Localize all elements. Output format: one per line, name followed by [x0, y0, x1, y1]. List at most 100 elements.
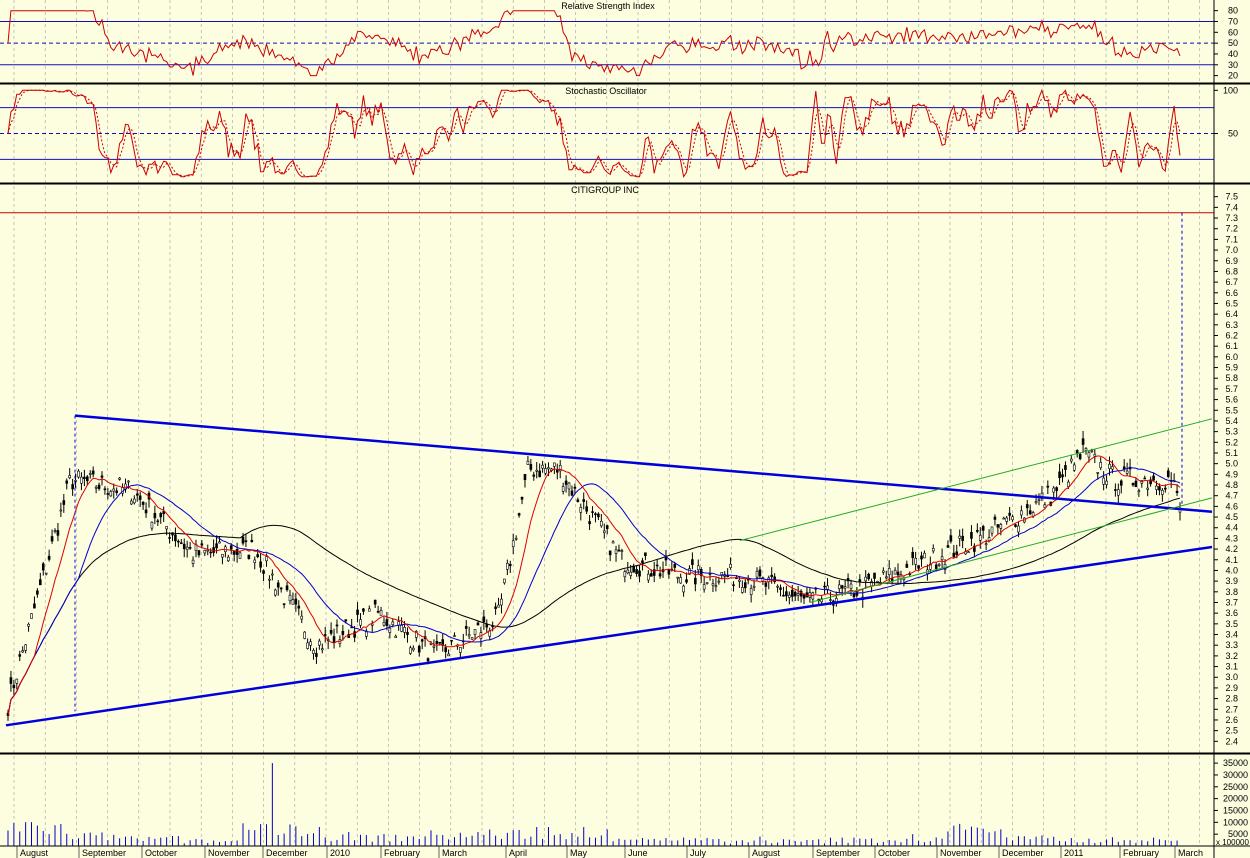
x-axis-months: August September October November December 20…	[16, 846, 1203, 858]
volume-tick-label: 10000	[1223, 817, 1248, 827]
candle-body	[867, 573, 870, 580]
candle-body	[914, 557, 917, 565]
candle-body	[133, 498, 136, 504]
candle-body	[1078, 453, 1082, 460]
candle-body	[647, 573, 650, 581]
candle-body	[796, 593, 800, 596]
price-tick-label: 5.8	[1225, 373, 1238, 383]
candle-body	[400, 625, 403, 632]
candle-body	[597, 513, 600, 518]
candle-body	[544, 468, 547, 474]
candle-body	[276, 582, 280, 588]
candle-body	[341, 630, 345, 636]
candle-body	[526, 460, 530, 465]
candle-body	[182, 543, 186, 550]
price-panel: CITIGROUP INC 7.57.47.37.27.17.06.96.86.…	[0, 185, 1238, 746]
candle-body	[547, 467, 550, 470]
candle-body	[691, 559, 694, 565]
candle-body	[614, 549, 618, 554]
candle-body	[553, 462, 556, 467]
candle-body	[1158, 486, 1161, 491]
candle-body	[726, 575, 729, 578]
candle-body	[144, 509, 148, 514]
candle-body	[294, 598, 298, 605]
month-label: September	[82, 848, 126, 858]
candle-body	[567, 482, 571, 490]
candle-body	[141, 501, 145, 505]
candle-body	[106, 493, 110, 495]
candle-body	[268, 578, 271, 581]
candle-body	[620, 550, 624, 552]
candle-body	[1058, 471, 1061, 479]
candle-body	[1164, 487, 1167, 490]
candle-body	[1025, 504, 1029, 509]
rsi-tick-label: 20	[1228, 71, 1238, 81]
candle-body	[611, 541, 615, 544]
candle-body	[435, 641, 439, 644]
candle-body	[444, 647, 447, 653]
candle-body	[758, 569, 762, 577]
candle-body	[764, 582, 768, 587]
candle-body	[80, 476, 83, 484]
candle-body	[849, 583, 853, 589]
candle-body	[94, 486, 98, 489]
candle-body	[417, 645, 421, 653]
candle-body	[165, 526, 168, 530]
price-tick-label: 6.2	[1225, 331, 1238, 341]
volume-tick-label: 15000	[1223, 805, 1248, 815]
candle-body	[356, 609, 359, 615]
price-tick-label: 5.0	[1225, 459, 1238, 469]
resistance-trendline	[74, 414, 1213, 513]
price-tick-label: 6.1	[1225, 341, 1238, 351]
price-tick-label: 3.3	[1225, 640, 1238, 650]
candle-body	[976, 530, 979, 532]
candle-body	[391, 621, 395, 626]
candle-body	[191, 559, 195, 564]
candle-body	[773, 576, 776, 582]
month-label: February	[384, 848, 421, 858]
price-tick-label: 3.1	[1225, 662, 1238, 672]
candle-body	[905, 563, 909, 568]
candle-body	[174, 534, 177, 542]
candle-body	[241, 536, 245, 544]
candle-body	[441, 639, 445, 646]
candle-body	[335, 624, 339, 627]
candle-body	[1146, 487, 1149, 490]
candle-body	[62, 500, 66, 505]
candle-body	[952, 552, 956, 558]
candle-body	[729, 563, 732, 568]
price-tick-label: 6.5	[1225, 298, 1238, 308]
month-label: July	[690, 848, 707, 858]
candle-body	[438, 641, 442, 644]
candle-body	[244, 540, 248, 542]
price-tick-label: 7.0	[1225, 245, 1238, 255]
candle-body	[432, 645, 436, 648]
candle-body	[138, 495, 142, 500]
price-tick-label: 6.4	[1225, 309, 1238, 319]
candle-body	[1052, 487, 1055, 493]
candle-body	[265, 556, 268, 562]
candle-body	[508, 563, 512, 567]
price-tick-label: 4.9	[1225, 469, 1238, 479]
candle-body	[77, 470, 80, 478]
candle-body	[385, 619, 389, 626]
candle-body	[306, 642, 309, 649]
candle-body	[529, 464, 533, 470]
candle-body	[459, 647, 462, 653]
candle-body	[1117, 489, 1120, 496]
candle-body	[494, 606, 497, 609]
candle-body	[743, 582, 747, 589]
candle-body	[109, 491, 113, 497]
candle-body	[320, 648, 324, 651]
candle-body	[652, 569, 656, 576]
candle-body	[118, 477, 121, 480]
candle-body	[790, 589, 794, 597]
candle-body	[15, 678, 19, 684]
candle-body	[1096, 472, 1100, 474]
stochastic-k-line	[7, 88, 1181, 179]
candle-body	[318, 640, 321, 646]
candle-body	[271, 573, 274, 576]
candle-body	[71, 484, 74, 490]
candle-body	[558, 465, 562, 472]
price-tick-label: 4.0	[1225, 565, 1238, 575]
